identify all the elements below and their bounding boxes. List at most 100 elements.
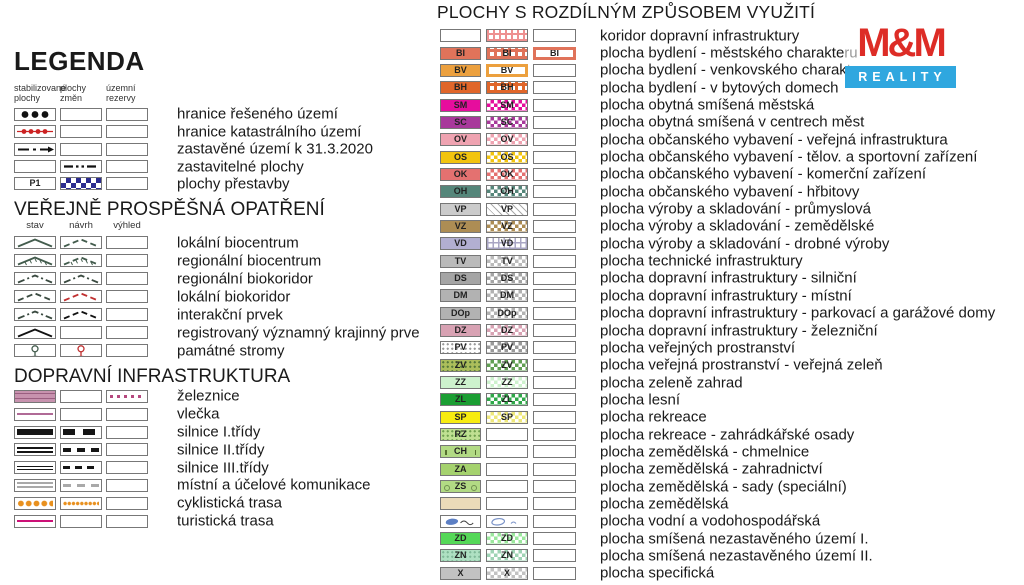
legend-row: silnice III.třídy [14, 459, 444, 477]
row-label: plocha technické infrastruktury [600, 252, 803, 270]
legend-row: registrovaný významný krajinný prve [14, 324, 444, 342]
row-label: železnice [177, 387, 240, 405]
legend-row: hranice řešeného území [14, 106, 444, 123]
swatch-empty [533, 219, 576, 233]
legend-row: ZZ ZZ plocha zeleně zahrad [437, 374, 1024, 391]
row-label: plocha smíšená nezastavěného území I. [600, 530, 869, 548]
swatch-empty [533, 393, 576, 407]
row-label: plocha výroby a skladování - zemědělské [600, 217, 875, 235]
swatch-empty [106, 236, 148, 250]
swatch-checker: ZN [486, 549, 528, 563]
row-label: plocha vodní a vodohospodářská [600, 512, 821, 530]
swatch-solid: OH [440, 185, 481, 199]
swatch-code: DZ [501, 325, 513, 336]
legend-row: VD VD plocha výroby a skladování - drobné … [437, 235, 1024, 252]
swatch-code: X [457, 567, 464, 578]
row-label: plocha zemědělská [600, 495, 729, 513]
swatch-empty [106, 254, 148, 268]
swatch-code: OH [453, 186, 468, 197]
swatch-chev [60, 290, 102, 304]
row-label: plocha občanského vybavení - komerční za… [600, 165, 927, 183]
group3-rows: železnice vlečka silnice I.třídy silnice II… [14, 388, 444, 530]
swatch-code: VP [454, 203, 467, 214]
row-label: plocha dopravní infrastruktury - železni… [600, 322, 878, 340]
row-label: plocha rekreace [600, 408, 707, 426]
swatch-code: DM [453, 290, 468, 301]
swatch-code: SM [500, 99, 514, 110]
swatch-dotline [14, 125, 56, 139]
swatch-empty [106, 443, 148, 457]
swatch-dots: RZ [440, 428, 481, 442]
swatch-chev [14, 326, 56, 340]
legend-row: zastavěné území k 31.3.2020 [14, 140, 444, 158]
left-panel: LEGENDA stabilizované plochy plochy změn ú… [14, 46, 444, 530]
swatch-frame: BI [533, 46, 576, 60]
swatch-code: PV [454, 342, 467, 353]
swatch-empty [60, 407, 102, 421]
legend-row: OS OS plocha občanského vybavení - tělov. … [437, 148, 1024, 166]
swatch-solid: DZ [440, 324, 481, 338]
swatch-checker: ZZ [486, 376, 528, 390]
row-label: zastavitelné plochy [177, 158, 304, 176]
swatch-checker: OH [486, 185, 528, 199]
swatch-code: VD [500, 238, 514, 249]
legend-row: BV BV plocha bydlení - venkovského charakt… [437, 62, 1024, 79]
swatch-code: SC [500, 116, 514, 127]
row-label: plocha smíšená nezastavěného území II. [600, 547, 873, 565]
swatch-empty [106, 308, 148, 322]
row-label: plocha obytná smíšená městská [600, 96, 815, 114]
row-label: registrovaný významný krajinný prve [177, 324, 420, 342]
legend-row: DOp DOp plocha dopravní infrastruktury - p… [437, 305, 1024, 322]
swatch-code: SP [454, 411, 467, 422]
column-header: plochy změn [60, 83, 87, 104]
swatch-empty [533, 185, 576, 199]
legend-row: DS DS plocha dopravní infrastruktury - sil… [437, 270, 1024, 287]
swatch-code: OH [500, 186, 514, 197]
swatch-code: BH [500, 82, 514, 93]
legend-row: regionální biokoridor [14, 270, 444, 288]
swatch-marks: CH [440, 445, 481, 459]
swatch-code: ZV [501, 359, 513, 370]
swatch-empty [533, 410, 576, 424]
swatch-empty [533, 63, 576, 77]
legend-row: VP VP plocha výroby a skladování - průmysl… [437, 200, 1024, 218]
swatch-raildots [106, 389, 148, 403]
swatch-dashline [60, 443, 102, 457]
swatch-empty [486, 462, 528, 476]
swatch-code: OS [453, 151, 467, 162]
swatch-solid: VD [440, 237, 481, 251]
swatch-code: VP [500, 203, 513, 214]
legend-row: DM DM plocha dopravní infrastruktury - mís… [437, 287, 1024, 304]
swatch-dots3 [14, 107, 56, 121]
logo-reality-text: REALITY [845, 66, 956, 88]
swatch-code: ZZ [455, 377, 466, 388]
legend-row: TV TV plocha technické infrastruktury [437, 252, 1024, 270]
swatch-checker: SP [486, 410, 528, 424]
swatch-tree [14, 344, 56, 358]
legend-row: ZV ZV plocha veřejná prostranství - veřejn… [437, 357, 1024, 374]
swatch-solid: VZ [440, 219, 481, 233]
row-label: památné stromy [177, 342, 285, 360]
row-label: plocha občanského vybavení - veřejná inf… [600, 131, 948, 149]
legend-row: interakční prvek [14, 306, 444, 324]
swatch-circles: ZS [440, 480, 481, 494]
column-header: návrh [69, 219, 93, 231]
legend-row: OV OV plocha občanského vybavení - veřejná… [437, 131, 1024, 148]
swatch-code: DS [454, 272, 467, 283]
swatch-empty [60, 107, 102, 121]
swatch-code: ZN [501, 550, 513, 561]
legend-row: OH OH plocha občanského vybavení - hřbitov… [437, 183, 1024, 200]
swatch-empty [533, 289, 576, 303]
swatch-empty [486, 497, 528, 511]
swatch-dashline [60, 425, 102, 439]
swatch-code: CH [454, 446, 467, 457]
row-label: plocha zeleně zahrad [600, 374, 743, 392]
swatch-code: OK [500, 168, 514, 179]
swatch-empty [533, 480, 576, 494]
legend-row: SM SM plocha obytná smíšená městská [437, 96, 1024, 114]
swatch-dblline [14, 461, 56, 475]
swatch-chev [14, 236, 56, 250]
swatch-empty [60, 142, 102, 156]
swatch-checker: SC [486, 115, 528, 129]
